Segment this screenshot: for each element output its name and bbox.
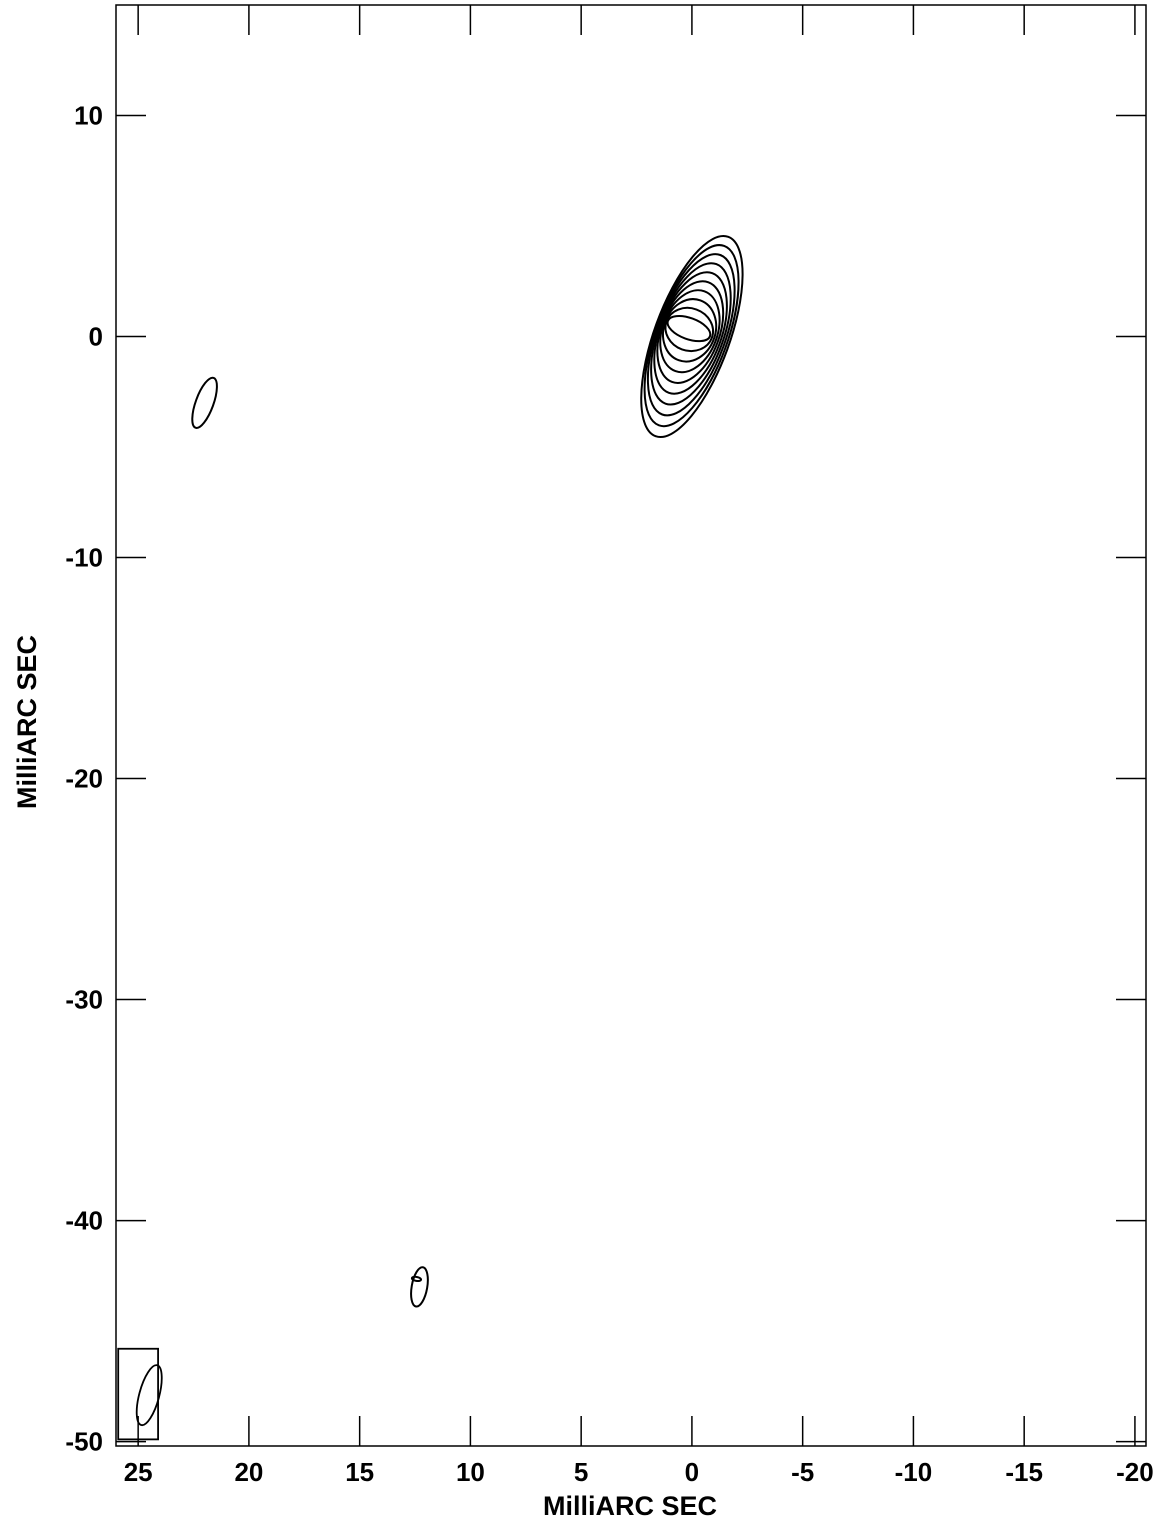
core-contour <box>653 271 728 395</box>
core-contour <box>666 314 712 343</box>
y-axis-title: MilliARC SEC <box>12 635 42 809</box>
core-contour <box>643 244 740 428</box>
x-tick-label: 15 <box>345 1457 374 1487</box>
component-east-contour <box>191 376 218 429</box>
x-tick-label: -20 <box>1116 1457 1154 1487</box>
beam-layer <box>117 1347 163 1441</box>
x-tick-labels: 25 20 15 10 5 0 -5 -10 -15 -20 <box>124 1457 1154 1487</box>
plot-frame <box>115 4 1147 1447</box>
x-tick-label: 0 <box>685 1457 699 1487</box>
core-contour <box>650 262 732 406</box>
axis-ticks <box>116 5 1146 1446</box>
y-tick-label: -50 <box>65 1427 103 1457</box>
core-contour <box>656 280 725 384</box>
y-tick-label: -40 <box>65 1206 103 1236</box>
component-south-contour <box>410 1275 423 1283</box>
y-tick-label: 0 <box>89 322 103 352</box>
beam-ellipse <box>135 1364 163 1427</box>
x-axis-title: MilliARC SEC <box>543 1491 717 1521</box>
core-contour <box>664 306 715 353</box>
y-tick-label: -20 <box>65 764 103 794</box>
y-tick-labels: 10 0 -10 -20 -30 -40 -50 <box>65 101 103 1457</box>
x-tick-label: 20 <box>234 1457 263 1487</box>
component-south-contour <box>410 1266 429 1308</box>
x-tick-label: -10 <box>895 1457 933 1487</box>
x-tick-label: -15 <box>1005 1457 1043 1487</box>
x-tick-label: 5 <box>574 1457 588 1487</box>
x-tick-label: 10 <box>456 1457 485 1487</box>
y-tick-label: -10 <box>65 543 103 573</box>
contour-layer <box>191 235 744 1308</box>
x-tick-label: 25 <box>124 1457 153 1487</box>
core-contour <box>640 235 744 439</box>
y-tick-label: -30 <box>65 985 103 1015</box>
core-contour <box>662 298 718 363</box>
core-contour <box>659 289 721 374</box>
beam-box <box>117 1347 159 1441</box>
core-contour <box>646 253 736 417</box>
y-tick-label: 10 <box>74 101 103 131</box>
x-tick-label: -5 <box>791 1457 814 1487</box>
